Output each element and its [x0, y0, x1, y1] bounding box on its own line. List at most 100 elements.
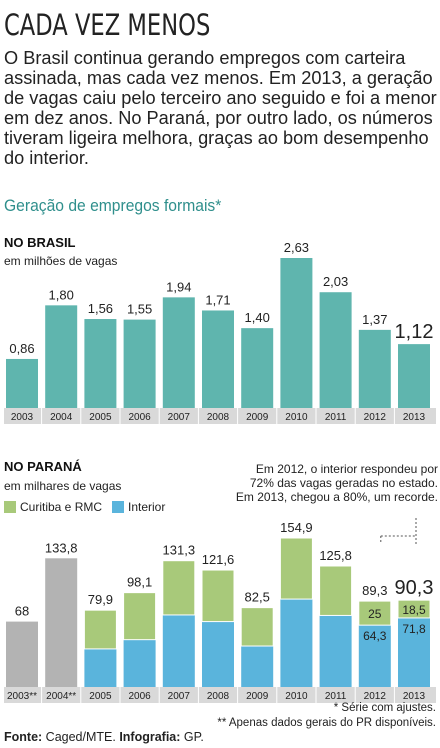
parana-tick-label-2012: 2012	[364, 691, 387, 702]
brasil-bar-2004	[45, 305, 78, 408]
parana-tick-label-2007: 2007	[168, 691, 191, 702]
parana-tick-label-2010: 2010	[285, 691, 308, 702]
parana-total-label-2003**: 68	[15, 604, 29, 619]
parana-bar-curitiba-2013	[397, 599, 431, 619]
parana-annotation: Em 2012, o interior respondeu por 72% da…	[235, 462, 438, 504]
source-line: Fonte: Caged/MTE. Infografia: GP.	[4, 730, 204, 744]
brasil-tick-label-2008: 2008	[207, 412, 230, 423]
parana-bar-curitiba-2009	[240, 607, 274, 647]
parana-total-label-2012: 89,3	[362, 583, 387, 598]
brasil-axis-band	[4, 408, 436, 424]
brasil-bar-2012	[358, 329, 391, 408]
parana-total-label-2005: 79,9	[88, 592, 113, 607]
parana-bar-total-2003**	[6, 621, 38, 687]
chart-subtitle: Geração de empregos formais*	[4, 196, 222, 215]
parana-curitiba-label-2012: 25	[368, 607, 382, 621]
parana-unit-label: em milhares de vagas	[4, 479, 122, 493]
parana-bar-curitiba-2011	[319, 565, 353, 616]
parana-bar-interior-2010	[280, 599, 313, 687]
legend-item-interior: Interior	[112, 500, 165, 514]
brasil-tick-label-2011: 2011	[325, 412, 347, 423]
parana-bar-interior-2007	[162, 614, 195, 687]
legend-label-curitiba: Curitiba e RMC	[20, 500, 103, 514]
legend-item-curitiba: Curitiba e RMC	[4, 500, 102, 514]
parana-chart-title: NO PARANÁ	[4, 459, 82, 474]
parana-total-label-2008: 121,6	[202, 552, 235, 567]
brasil-bar-2006	[123, 319, 156, 408]
parana-total-label-2009: 82,5	[245, 590, 270, 605]
source-label: Fonte:	[4, 730, 43, 744]
brasil-bar-2008	[202, 310, 234, 408]
brasil-unit-label: em milhões de vagas	[4, 254, 118, 268]
brasil-chart-title: NO BRASIL	[4, 235, 76, 250]
brasil-tick-label-2005: 2005	[89, 412, 112, 423]
parana-bar-interior-2008	[202, 621, 234, 687]
brasil-tick-label-2012: 2012	[364, 412, 387, 423]
brasil-value-label-2013: 1,12	[395, 321, 434, 343]
parana-bar-curitiba-2010	[279, 537, 313, 600]
footnote-partial: ** Apenas dados gerais do PR disponíveis…	[217, 717, 436, 729]
parana-tick-label-2008: 2008	[207, 691, 230, 702]
brasil-value-label-2012: 1,37	[362, 312, 387, 327]
infographic-label: Infografia:	[119, 730, 181, 744]
brasil-tick-label-2003: 2003	[11, 412, 34, 423]
parana-bar-interior-2012	[358, 625, 391, 687]
brasil-bar-2007	[162, 297, 195, 408]
brasil-bar-2005	[84, 319, 117, 408]
parana-tick-label-2011: 2011	[325, 691, 347, 702]
brasil-tick-label-2009: 2009	[246, 412, 269, 423]
brasil-tick-label-2013: 2013	[403, 412, 426, 423]
brasil-bar-2009	[241, 328, 274, 408]
brasil-bar-2013	[398, 344, 430, 408]
brasil-value-label-2004: 1,80	[49, 287, 74, 302]
parana-bar-interior-2005	[84, 648, 117, 687]
brasil-value-label-2009: 1,40	[245, 310, 270, 325]
brasil-value-label-2007: 1,94	[166, 279, 191, 294]
parana-bar-curitiba-2008	[201, 569, 235, 623]
parana-tick-label-2006: 2006	[128, 691, 151, 702]
brasil-tick-label-2007: 2007	[168, 412, 191, 423]
parana-tick-label-2003**: 2003**	[7, 691, 37, 702]
brasil-value-label-2003: 0,86	[9, 341, 34, 356]
brasil-tick-label-2004: 2004	[50, 412, 73, 423]
legend-swatch-curitiba	[4, 501, 16, 513]
infographic-text: GP.	[180, 730, 204, 744]
parana-interior-label-2013: 71,8	[402, 622, 426, 636]
annotation-connector	[380, 518, 417, 546]
legend-label-interior: Interior	[128, 500, 166, 514]
parana-curitiba-label-2013: 18,5	[402, 603, 426, 617]
parana-bar-total-2004**	[45, 558, 78, 687]
parana-bar-curitiba-2012	[358, 600, 392, 626]
parana-bar-curitiba-2007	[162, 560, 196, 616]
source-text: Caged/MTE.	[42, 730, 120, 744]
parana-bar-chart: 68 2003** 133,8 2004** 79,9 2005 98,1 2006 131,3…	[4, 518, 436, 703]
parana-interior-label-2012: 64,3	[363, 629, 387, 643]
parana-tick-label-2009: 2009	[246, 691, 269, 702]
parana-total-label-2006: 98,1	[127, 575, 152, 590]
parana-bar-interior-2011	[319, 615, 352, 687]
brasil-bar-chart: 0,86 2003 1,80 2004 1,56 2005 1,55 2006 1,94 2007…	[4, 240, 436, 424]
legend-swatch-interior	[112, 501, 124, 513]
parana-total-label-2010: 154,9	[280, 520, 313, 535]
parana-bar-interior-2006	[123, 639, 156, 687]
brasil-value-label-2008: 1,71	[205, 292, 230, 307]
parana-bar-curitiba-2005	[83, 609, 117, 650]
parana-total-label-2013: 90,3	[395, 577, 434, 599]
parana-bar-interior-2013	[398, 617, 430, 687]
parana-total-label-2011: 125,8	[319, 548, 352, 563]
parana-bar-curitiba-2006	[123, 592, 157, 641]
parana-tick-label-2005: 2005	[89, 691, 112, 702]
parana-total-label-2004**: 133,8	[45, 540, 78, 555]
brasil-value-label-2005: 1,56	[88, 301, 113, 316]
intro-paragraph: O Brasil continua gerando empregos com c…	[4, 48, 437, 168]
brasil-value-label-2006: 1,55	[127, 302, 152, 317]
brasil-bar-2010	[280, 258, 313, 408]
parana-tick-label-2013: 2013	[403, 691, 426, 702]
brasil-tick-label-2006: 2006	[128, 412, 151, 423]
footnote-adjusted: * Série com ajustes.	[333, 702, 436, 714]
parana-axis-band	[4, 687, 436, 703]
brasil-tick-label-2010: 2010	[285, 412, 308, 423]
brasil-bar-2011	[319, 292, 352, 408]
brasil-bar-2003	[6, 358, 38, 408]
brasil-value-label-2011: 2,03	[323, 274, 348, 289]
